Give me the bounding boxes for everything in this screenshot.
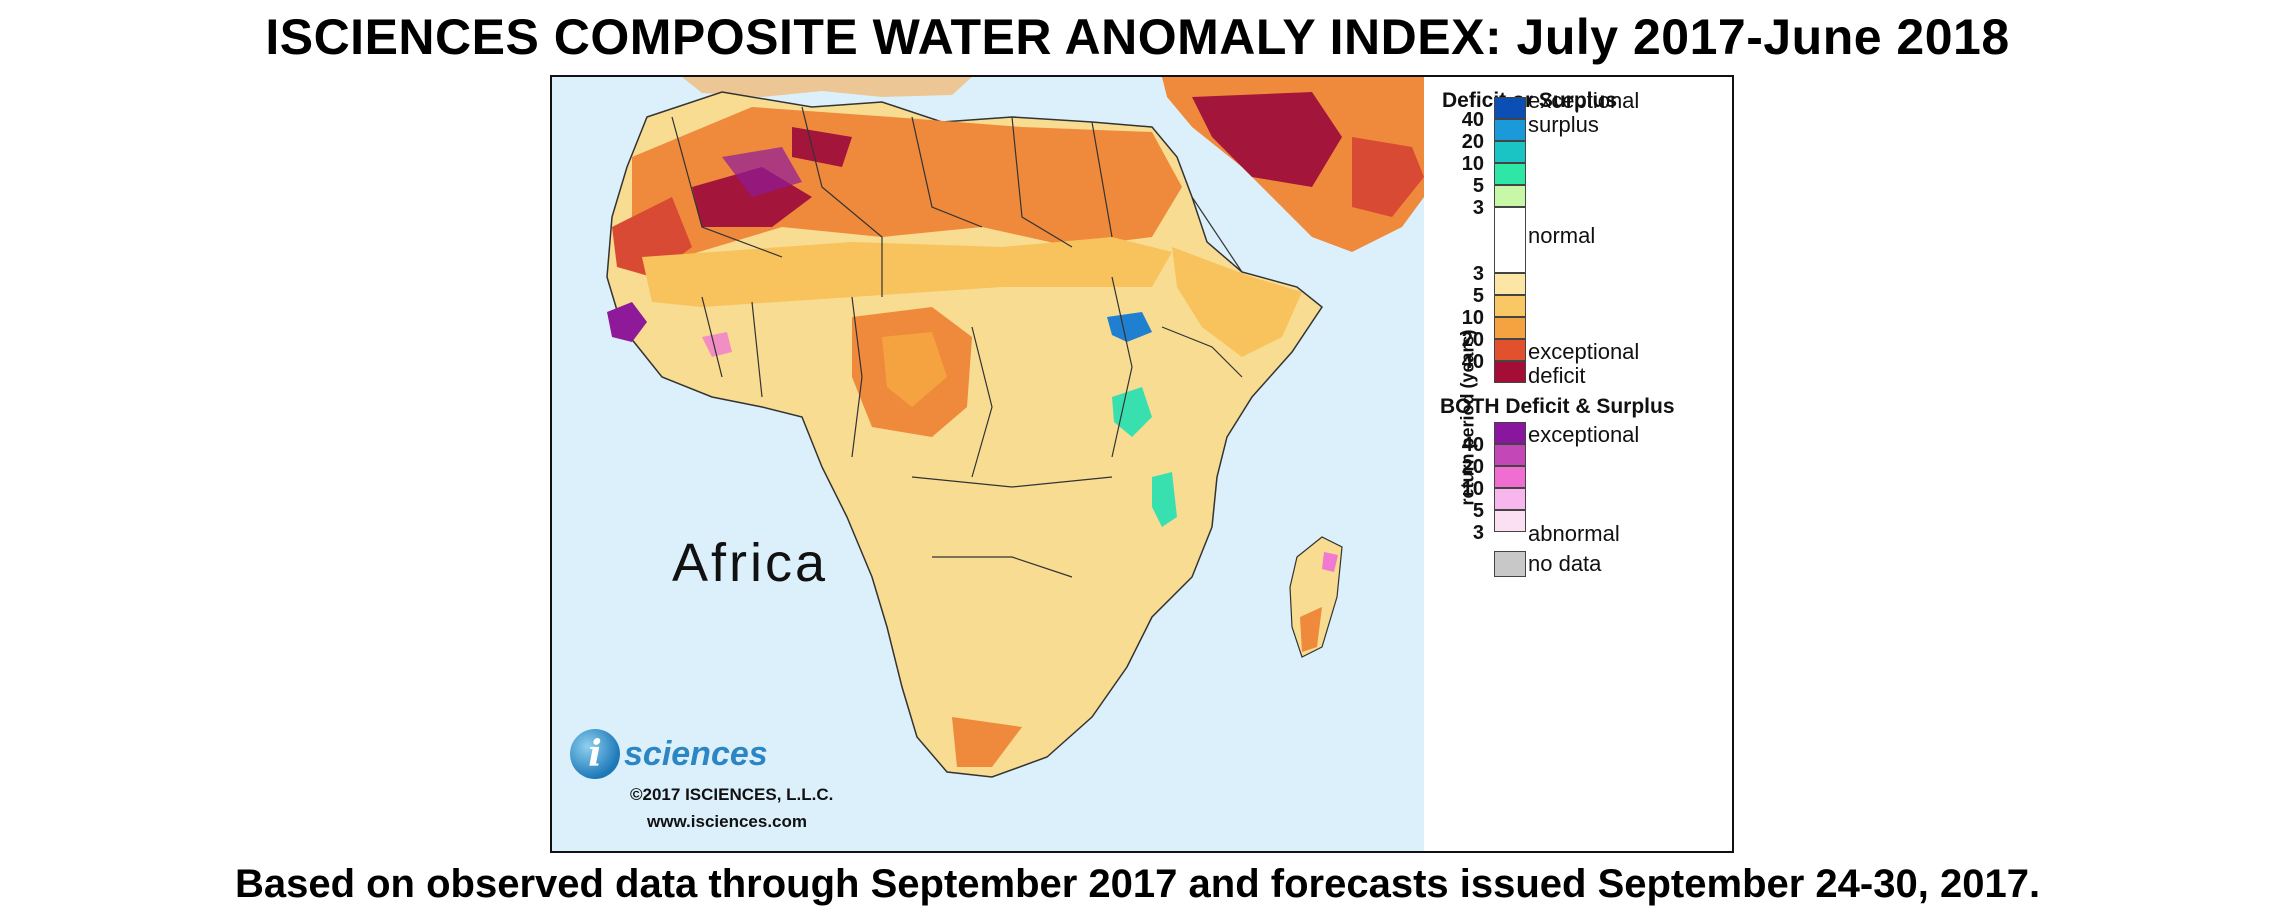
- website-link[interactable]: www.isciences.com: [647, 812, 807, 831]
- south-coast-deficit: [952, 717, 1022, 767]
- label-exceptional-surplus-1: exceptional: [1528, 88, 1640, 113]
- mozambique-green: [1152, 472, 1177, 527]
- label-exceptional-deficit-1: exceptional: [1528, 339, 1640, 364]
- southern-africa: [892, 547, 1112, 757]
- deficit-tick: 3: [1472, 263, 1484, 285]
- surplus-swatch: [1494, 97, 1526, 119]
- legend-panel: Deficit or Surplus return period (years)…: [1424, 77, 1732, 851]
- surplus-swatch: [1494, 163, 1526, 185]
- both-tick: 10: [1461, 478, 1484, 500]
- surplus-tick: 3: [1472, 197, 1484, 219]
- both-swatch: [1494, 444, 1526, 466]
- north-land-strip: [682, 77, 972, 97]
- both-tick: 20: [1461, 456, 1484, 478]
- country-borders: [671, 106, 1243, 578]
- surplus-tick: 40: [1461, 109, 1484, 131]
- copyright-text: ©2017 ISCIENCES, L.L.C.: [630, 785, 834, 804]
- both-swatch: [1494, 466, 1526, 488]
- isciences-logo: i sciences: [570, 729, 800, 789]
- map-frame: Africa i sciences ©2017 ISCIENCES, L.L.C…: [550, 75, 1734, 853]
- surplus-swatch: [1494, 141, 1526, 163]
- both-tick: 5: [1472, 500, 1484, 522]
- surplus-tick: 5: [1472, 175, 1484, 197]
- sahara-both-1: [722, 147, 802, 197]
- map-graphic: [606, 77, 1424, 778]
- normal-swatch: [1494, 207, 1526, 273]
- deficit-tick: 20: [1461, 329, 1484, 351]
- logo-wordmark: sciences: [624, 735, 768, 773]
- no-data-swatch: [1494, 551, 1526, 577]
- logo-i-icon: i: [570, 729, 620, 779]
- africa-map: Africa i sciences ©2017 ISCIENCES, L.L.C…: [552, 77, 1424, 851]
- deficit-tick: 5: [1472, 285, 1484, 307]
- deficit-swatch: [1494, 295, 1526, 317]
- legend-title-both: BOTH Deficit & Surplus: [1440, 395, 1675, 418]
- label-no-data: no data: [1528, 551, 1602, 576]
- west-coast-both: [607, 302, 647, 342]
- deficit-tick: 10: [1461, 307, 1484, 329]
- legend-title-deficit-surplus: Deficit or Surplus: [1442, 89, 1618, 112]
- horn-deficit: [1172, 247, 1302, 357]
- label-exceptional-surplus-2: surplus: [1528, 112, 1599, 137]
- sahara-exceptional-2: [792, 127, 852, 167]
- west-africa-pink: [702, 332, 732, 357]
- deficit-swatch: [1494, 317, 1526, 339]
- ethiopia-surplus: [1107, 312, 1152, 342]
- both-tick: 40: [1461, 434, 1484, 456]
- both-swatch: [1494, 422, 1526, 444]
- deficit-swatch: [1494, 273, 1526, 295]
- east-africa-green: [1112, 387, 1152, 437]
- label-both-exceptional: exceptional: [1528, 422, 1640, 447]
- both-swatch: [1494, 488, 1526, 510]
- label-both-abnormal: abnormal: [1528, 521, 1620, 546]
- deficit-tick: 40: [1461, 351, 1484, 373]
- both-tick: 3: [1472, 522, 1484, 544]
- label-normal: normal: [1528, 223, 1596, 248]
- map-title: ISCIENCES COMPOSITE WATER ANOMALY INDEX:…: [265, 9, 2010, 65]
- surplus-tick: 20: [1461, 131, 1484, 153]
- surplus-swatch: [1494, 185, 1526, 207]
- deficit-swatch: [1494, 339, 1526, 361]
- central-deficit-inner: [882, 332, 947, 407]
- arabian-east: [1352, 137, 1424, 217]
- footer-note: Based on observed data through September…: [234, 862, 2041, 906]
- label-exceptional-deficit-2: deficit: [1528, 363, 1586, 388]
- region-label: Africa: [672, 533, 829, 593]
- madagascar-deficit: [1300, 607, 1322, 652]
- both-swatch: [1494, 510, 1526, 532]
- deficit-swatch: [1494, 361, 1526, 383]
- surplus-swatch: [1494, 119, 1526, 141]
- madagascar-pink: [1322, 552, 1338, 572]
- arabian-deficit-core: [1192, 92, 1342, 187]
- surplus-tick: 10: [1461, 153, 1484, 175]
